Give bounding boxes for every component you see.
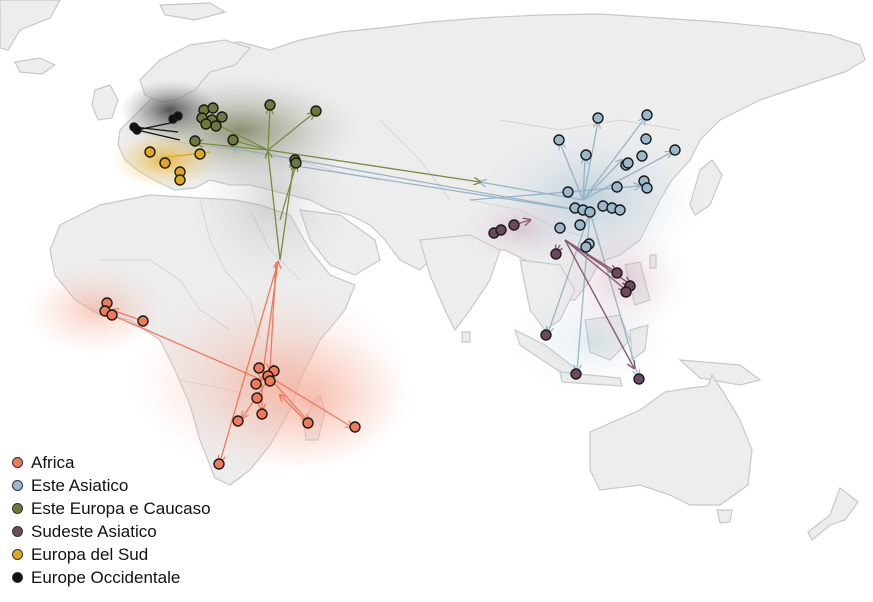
markers-este-europa-e-caucaso — [189, 99, 322, 169]
location-marker[interactable] — [290, 157, 302, 169]
location-marker[interactable] — [216, 111, 228, 123]
location-marker[interactable] — [669, 144, 681, 156]
location-marker[interactable] — [106, 309, 118, 321]
location-marker[interactable] — [251, 392, 263, 404]
markers-europa-del-sud — [144, 146, 206, 186]
legend-label: Africa — [31, 452, 75, 472]
east-asia-dot-icon — [12, 480, 23, 491]
markers-europe-occidentale — [129, 111, 183, 135]
location-marker[interactable] — [250, 378, 262, 390]
location-marker[interactable] — [200, 118, 212, 130]
legend-label: Sudeste Asiatico — [31, 521, 157, 541]
location-marker[interactable] — [574, 219, 586, 231]
location-marker[interactable] — [584, 206, 596, 218]
location-marker[interactable] — [611, 267, 623, 279]
location-marker[interactable] — [540, 329, 552, 341]
location-marker[interactable] — [597, 200, 609, 212]
location-marker[interactable] — [580, 241, 592, 253]
markers-este-asiatico — [553, 109, 681, 253]
location-marker[interactable] — [614, 204, 626, 216]
location-marker[interactable] — [159, 157, 171, 169]
location-marker[interactable] — [349, 421, 361, 433]
location-marker[interactable] — [562, 186, 574, 198]
legend-item-africa[interactable]: Africa — [12, 451, 211, 474]
flow-arrows-west-europe — [133, 121, 181, 141]
southeast-asia-dot-icon — [12, 526, 23, 537]
location-marker[interactable] — [194, 148, 206, 160]
location-marker[interactable] — [144, 146, 156, 158]
location-marker[interactable] — [253, 362, 265, 374]
location-marker[interactable] — [174, 174, 186, 186]
location-marker[interactable] — [611, 181, 623, 193]
legend-label: Este Asiatico — [31, 475, 129, 495]
location-marker[interactable] — [132, 125, 142, 135]
location-marker[interactable] — [213, 458, 225, 470]
location-marker[interactable] — [641, 182, 653, 194]
location-marker[interactable] — [137, 315, 149, 327]
location-marker[interactable] — [554, 222, 566, 234]
location-marker[interactable] — [636, 150, 648, 162]
location-marker[interactable] — [592, 112, 604, 124]
legend-item-southeast-asia[interactable]: Sudeste Asiatico — [12, 520, 211, 543]
location-marker[interactable] — [210, 120, 222, 132]
location-marker[interactable] — [580, 149, 592, 161]
location-marker[interactable] — [256, 408, 268, 420]
location-marker[interactable] — [173, 111, 183, 121]
south-europe-dot-icon — [12, 549, 23, 560]
legend-label: Europe Occidentale — [31, 567, 181, 587]
location-marker[interactable] — [633, 373, 645, 385]
legend: Africa Este Asiatico Este Europa e Cauca… — [12, 451, 211, 589]
west-europe-dot-icon — [12, 572, 23, 583]
location-marker[interactable] — [310, 105, 322, 117]
location-marker[interactable] — [641, 109, 653, 121]
markers-africa — [99, 297, 361, 470]
legend-item-east-europe-caucasus[interactable]: Este Europa e Caucaso — [12, 497, 211, 520]
location-marker[interactable] — [495, 224, 507, 236]
legend-label: Europa del Sud — [31, 544, 149, 564]
africa-dot-icon — [12, 457, 23, 468]
location-marker[interactable] — [207, 102, 219, 114]
location-marker[interactable] — [232, 415, 244, 427]
markers-sudeste-asiatico — [488, 219, 645, 385]
location-marker[interactable] — [508, 219, 520, 231]
location-marker[interactable] — [553, 134, 565, 146]
legend-label: Este Europa e Caucaso — [31, 498, 211, 518]
location-marker[interactable] — [570, 368, 582, 380]
east-europe-dot-icon — [12, 503, 23, 514]
location-marker[interactable] — [622, 157, 634, 169]
location-marker[interactable] — [550, 248, 562, 260]
location-marker[interactable] — [264, 375, 276, 387]
location-markers — [99, 99, 681, 470]
location-marker[interactable] — [620, 286, 632, 298]
location-marker[interactable] — [189, 135, 201, 147]
legend-item-south-europe[interactable]: Europa del Sud — [12, 543, 211, 566]
legend-item-west-europe[interactable]: Europe Occidentale — [12, 566, 211, 589]
location-marker[interactable] — [302, 417, 314, 429]
legend-item-east-asia[interactable]: Este Asiatico — [12, 474, 211, 497]
location-marker[interactable] — [227, 134, 239, 146]
location-marker[interactable] — [264, 99, 276, 111]
location-marker[interactable] — [640, 133, 652, 145]
